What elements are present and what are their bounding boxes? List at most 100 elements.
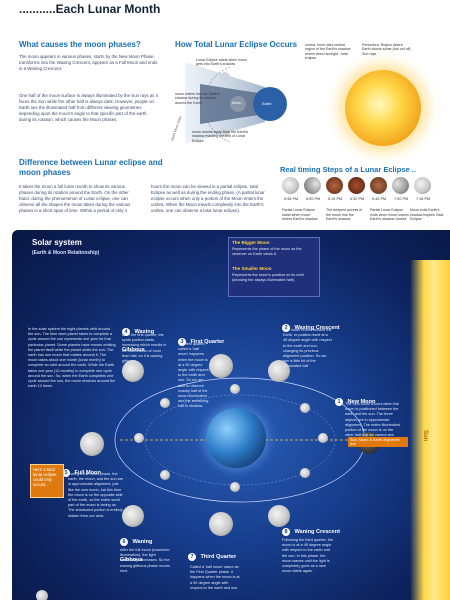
timeline-moon-4 bbox=[348, 177, 365, 194]
phase-text-5: During a full moon phase, the earth, the… bbox=[68, 472, 124, 518]
phase-moon-waxing-crescent bbox=[268, 360, 290, 382]
time-2: 6:00 PM bbox=[306, 197, 321, 201]
timeline-moon-5 bbox=[370, 177, 387, 194]
phase-number-7: 7 bbox=[188, 553, 196, 561]
orbit-moon-5 bbox=[134, 433, 144, 443]
phase-text-8: Following the third quarter, the moon is… bbox=[282, 538, 334, 574]
phase-label-8: 8 Waning Crescent bbox=[282, 520, 342, 538]
phase-number-1: 1 bbox=[335, 398, 343, 406]
phase-name-6: Waning Gibbous bbox=[120, 539, 153, 563]
orbit-moon-4 bbox=[160, 398, 170, 408]
solar-subtitle: (Earth & Moon Relationship) bbox=[32, 250, 100, 256]
phase-label-2: 2 Waxing Crescent bbox=[282, 316, 342, 334]
phase-moon-full bbox=[80, 432, 104, 456]
phase-text-2: The moon moves around the Earth, to posi… bbox=[283, 328, 332, 369]
eclipse-exit-label: moon moves away from the Earth's shadow … bbox=[192, 130, 249, 143]
phase-number-3: 3 bbox=[178, 338, 186, 346]
time-4: 6:30 PM bbox=[350, 197, 365, 201]
alignment-label: Sun, Moon & Earth alignment line bbox=[348, 437, 408, 447]
phase-number-8: 8 bbox=[282, 528, 290, 536]
phase-text-3: The first quarter, called a 'half moon' … bbox=[178, 342, 209, 409]
eclipse-heading: How Total Lunar Eclipse Occurs bbox=[175, 40, 298, 49]
eclipse-note-text: Here a total lunar eclipse could only oc… bbox=[33, 467, 57, 487]
difference-col-1: It takes the moon a full lunar month to … bbox=[19, 184, 131, 214]
timeline-moon-1 bbox=[282, 177, 299, 194]
smaller-moon-text: Represents the moon's position on its or… bbox=[232, 273, 304, 283]
phase-label-7: 7 Third Quarter bbox=[188, 545, 248, 563]
phase-number-2: 2 bbox=[282, 324, 290, 332]
orbit-moon-6 bbox=[160, 470, 170, 480]
timing-heading: Real timing Steps of a Lunar Eclipse .. bbox=[280, 165, 416, 174]
phase-moon-waning-crescent bbox=[268, 505, 290, 527]
phase-number-5: 5 bbox=[62, 469, 70, 477]
phase-number-4: 4 bbox=[122, 328, 130, 336]
eclipse-moon bbox=[230, 96, 246, 112]
phase-label-6: 6 Waning Gibbous bbox=[120, 530, 170, 566]
timing-times: 5:48 PM 6:00 PM 6:15 PM 6:30 PM 6:45 PM … bbox=[282, 197, 442, 207]
moon-start-icon bbox=[220, 72, 230, 82]
sun-stripe bbox=[410, 260, 450, 600]
eclipse-earth-label: Earth bbox=[262, 101, 272, 106]
timeline-moon-7 bbox=[414, 177, 431, 194]
orbit-moon-1 bbox=[318, 433, 328, 443]
timeline-moon-3 bbox=[326, 177, 343, 194]
timing-caption-3: Partial Lunar Eclipse ends when moon lea… bbox=[370, 208, 409, 222]
eclipse-earth bbox=[253, 87, 287, 121]
phase-label-1: 1 New Moon bbox=[335, 390, 405, 408]
bigger-moon-title: The Bigger Moon bbox=[232, 240, 270, 245]
eclipse-start-label: Lunar Eclipse starts when moon gets into… bbox=[196, 58, 248, 67]
time-3: 6:15 PM bbox=[328, 197, 343, 201]
phase-number-6: 6 bbox=[120, 538, 128, 546]
phase-text-7: Called a 'half moon' same as the First Q… bbox=[190, 565, 240, 590]
bigger-moon-text: Represents the phase of the moon as the … bbox=[232, 247, 302, 257]
moon-legend bbox=[228, 237, 320, 297]
umbra-label: umbra. Inner dark central region of the … bbox=[305, 43, 351, 61]
phase-text-6: After the full moon (maximum illuminatio… bbox=[120, 548, 171, 573]
timing-caption-4: Moon exits Earth's shadow Implies Total … bbox=[410, 208, 444, 222]
orbit-moon-2 bbox=[300, 403, 310, 413]
phase-name-7: Third Quarter bbox=[200, 554, 237, 560]
orbit-moon-7 bbox=[230, 482, 240, 492]
solar-title: Solar system bbox=[32, 238, 82, 247]
time-5: 6:45 PM bbox=[372, 197, 387, 201]
difference-heading: Difference between Lunar eclipse and moo… bbox=[19, 158, 163, 177]
penumbra-label: Penumbra. Region where Earth blocks some… bbox=[362, 43, 411, 56]
phase-name-1: New Moon bbox=[347, 399, 376, 405]
sun-label: Sun bbox=[422, 430, 428, 442]
phase-name-2: Waxing Crescent bbox=[294, 325, 340, 331]
eclipse-moon-label: Moon bbox=[232, 101, 242, 105]
phase-moon-waxing-gibbous bbox=[122, 360, 144, 382]
phase-name-8: Waning Crescent bbox=[294, 529, 340, 535]
orbit-moon-8 bbox=[300, 468, 310, 478]
smaller-moon-title: The Smaller Moon bbox=[232, 266, 272, 271]
phase-moon-first-quarter bbox=[209, 354, 233, 378]
footer-moon-icon bbox=[36, 590, 48, 600]
phase-text-1: The new moon occurs when the moon is pos… bbox=[345, 402, 400, 438]
phase-name-3: First Quarter bbox=[190, 339, 225, 345]
phase-text-4: After the first quarter, the synth porti… bbox=[122, 333, 167, 364]
page-title: ...........Each Lunar Month bbox=[19, 2, 161, 16]
time-6: 7:00 PM bbox=[394, 197, 409, 201]
moon-orbit-path bbox=[203, 66, 231, 143]
phase-moon-third-quarter bbox=[209, 512, 233, 536]
phase-label-5: 5 Full Moon bbox=[62, 461, 122, 479]
timing-caption-1: Partial Lunar Eclipse starts when moon e… bbox=[282, 208, 318, 222]
time-7: 7:18 PM bbox=[416, 197, 431, 201]
phase-name-5: Full Moon bbox=[74, 470, 101, 476]
center-earth bbox=[206, 408, 266, 468]
phase-moon-waning-gibbous bbox=[122, 505, 144, 527]
causes-paragraph-1: The moon appears in various phases, star… bbox=[19, 54, 158, 72]
phase-label-4: 4 Waxing Gibbous bbox=[122, 320, 177, 356]
causes-paragraph-2: One half of the moon surface is always i… bbox=[19, 93, 158, 123]
moon-end-icon bbox=[220, 127, 230, 137]
solar-intro: In the solar system the eight planets or… bbox=[28, 327, 116, 389]
eclipse-svg bbox=[185, 62, 287, 144]
eclipse-note: Here a total lunar eclipse could only oc… bbox=[30, 464, 64, 498]
eclipse-sun bbox=[345, 70, 421, 146]
difference-col-2: hours the moon can be viewed in a partia… bbox=[151, 184, 265, 214]
eclipse-diagram bbox=[170, 52, 450, 152]
causes-heading: What causes the moon phases? bbox=[19, 40, 141, 49]
timing-timeline bbox=[282, 177, 442, 201]
timeline-moon-2 bbox=[304, 177, 321, 194]
timeline-moon-6 bbox=[392, 177, 409, 194]
